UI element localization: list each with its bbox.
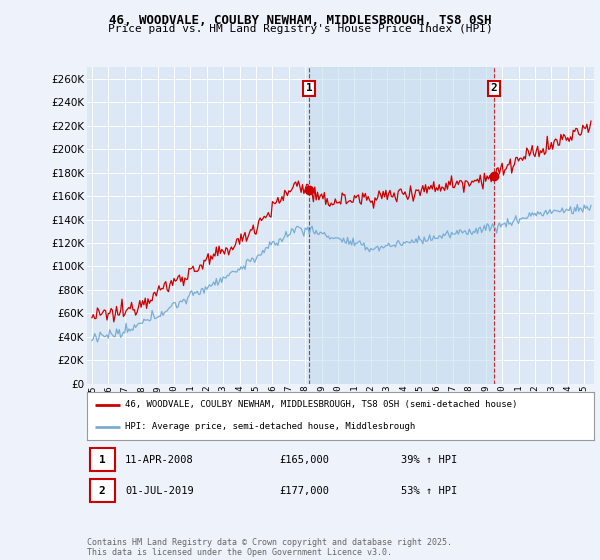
- Text: £177,000: £177,000: [280, 486, 329, 496]
- Text: 53% ↑ HPI: 53% ↑ HPI: [401, 486, 458, 496]
- Text: Price paid vs. HM Land Registry's House Price Index (HPI): Price paid vs. HM Land Registry's House …: [107, 24, 493, 34]
- Text: 1: 1: [99, 455, 106, 465]
- FancyBboxPatch shape: [89, 449, 115, 471]
- Text: HPI: Average price, semi-detached house, Middlesbrough: HPI: Average price, semi-detached house,…: [125, 422, 415, 431]
- Text: 2: 2: [491, 83, 497, 94]
- Text: 39% ↑ HPI: 39% ↑ HPI: [401, 455, 458, 465]
- Text: 46, WOODVALE, COULBY NEWHAM, MIDDLESBROUGH, TS8 0SH: 46, WOODVALE, COULBY NEWHAM, MIDDLESBROU…: [109, 14, 491, 27]
- Bar: [310, 67, 494, 384]
- Text: £165,000: £165,000: [280, 455, 329, 465]
- Text: 2: 2: [99, 486, 106, 496]
- Text: 46, WOODVALE, COULBY NEWHAM, MIDDLESBROUGH, TS8 0SH (semi-detached house): 46, WOODVALE, COULBY NEWHAM, MIDDLESBROU…: [125, 400, 517, 409]
- Text: 11-APR-2008: 11-APR-2008: [125, 455, 194, 465]
- Text: Contains HM Land Registry data © Crown copyright and database right 2025.
This d: Contains HM Land Registry data © Crown c…: [87, 538, 452, 557]
- FancyBboxPatch shape: [89, 479, 115, 502]
- Text: 1: 1: [306, 83, 313, 94]
- Text: 01-JUL-2019: 01-JUL-2019: [125, 486, 194, 496]
